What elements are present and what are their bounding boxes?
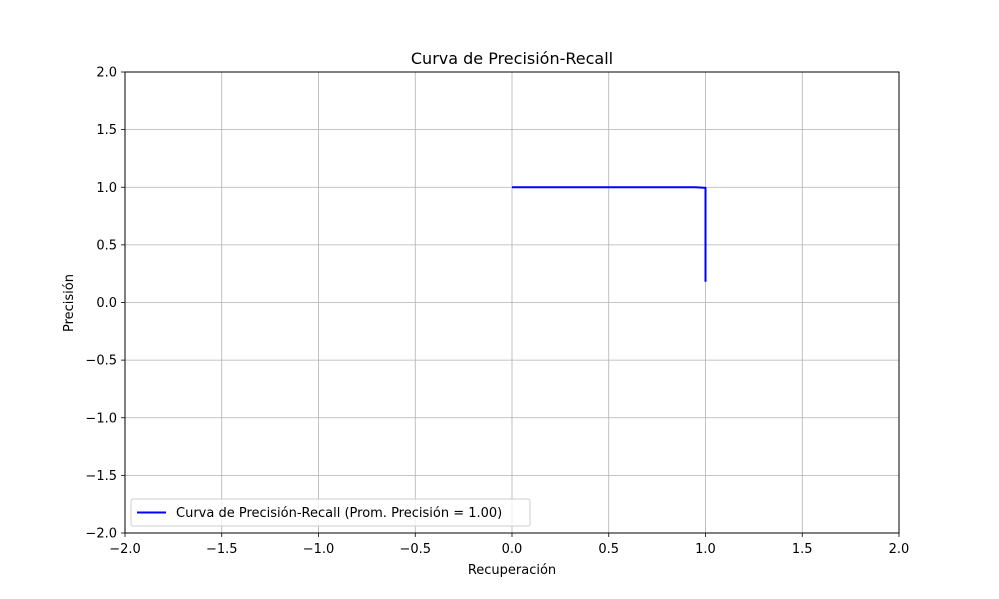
legend-box — [130, 498, 531, 527]
x-tick-label: 0.5 — [598, 542, 619, 557]
legend: Curva de Precisión-Recall (Prom. Precisi… — [130, 498, 531, 527]
y-tick-label: 1.5 — [96, 123, 117, 138]
chart-title: Curva de Precisión-Recall — [411, 49, 613, 68]
x-tick-label: 2.0 — [889, 542, 910, 557]
y-tick-label: −1.0 — [85, 411, 117, 426]
y-tick-label: −0.5 — [85, 354, 117, 369]
y-tick-label: −1.5 — [85, 469, 117, 484]
x-tick-label: −2.0 — [109, 542, 141, 557]
x-tick-label: −1.5 — [206, 542, 238, 557]
x-tick-label: 1.5 — [792, 542, 813, 557]
x-axis-title: Recuperación — [468, 563, 556, 578]
x-tick-label: −1.0 — [303, 542, 335, 557]
series-layer — [512, 186, 707, 282]
x-tick-label: −0.5 — [399, 542, 431, 557]
y-axis-title: Precisión — [62, 274, 77, 332]
y-tick-label: 2.0 — [96, 66, 117, 81]
x-tick-label: 0.0 — [502, 542, 523, 557]
y-tick-label: 0.0 — [96, 296, 117, 311]
y-tick-label: 1.0 — [96, 181, 117, 196]
legend-label: Curva de Precisión-Recall (Prom. Precisi… — [176, 506, 502, 521]
precision-recall-line — [512, 186, 707, 282]
y-tick-label: −2.0 — [85, 527, 117, 542]
x-tick-label: 1.0 — [695, 542, 716, 557]
ticks: −2.0 −1.5 −1.0 −0.5 0.0 0.5 1.0 1.5 2.0 −2.0 −1.5 −… — [85, 66, 909, 558]
y-tick-label: 0.5 — [96, 238, 117, 253]
